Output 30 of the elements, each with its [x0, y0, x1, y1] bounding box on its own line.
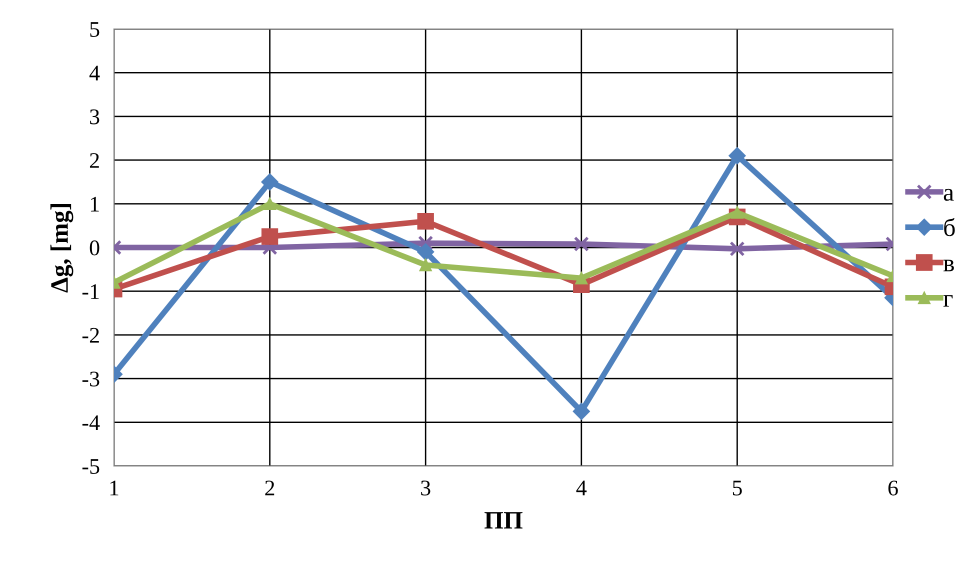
y-tick-label: 1 [90, 196, 99, 212]
y-tick-label: -1 [82, 284, 99, 299]
y-tick-label: 2 [90, 153, 99, 168]
point [419, 258, 432, 272]
y-axis-title: Δg, [mg] [50, 204, 74, 292]
point [417, 243, 434, 260]
legend-label: в [943, 260, 954, 272]
point [418, 235, 434, 251]
x-axis-title: ПП [484, 512, 522, 528]
y-tick-label: -5 [82, 459, 100, 474]
y-tick-label: -4 [82, 415, 100, 430]
legend-label: а [944, 188, 954, 201]
y-tick-label: 3 [90, 109, 100, 124]
x-tick-label: 1 [110, 480, 118, 496]
y-tick-label: 4 [89, 66, 100, 80]
y-tick-label: 5 [90, 22, 100, 37]
x-tick-label: 4 [576, 480, 587, 496]
x-tick-label: 5 [732, 480, 742, 496]
x-tick-label: 2 [265, 480, 274, 496]
legend-label: г [943, 295, 953, 307]
point [575, 272, 588, 284]
x-tick-label: 3 [421, 480, 430, 496]
point [417, 212, 434, 230]
legend-label: б [944, 218, 955, 236]
point [574, 236, 590, 252]
y-tick-label: -3 [82, 372, 100, 387]
point [572, 402, 590, 420]
y-tick-label: -2 [82, 328, 99, 343]
y-tick-label: 0 [90, 240, 100, 256]
x-tick-label: 6 [888, 480, 898, 496]
